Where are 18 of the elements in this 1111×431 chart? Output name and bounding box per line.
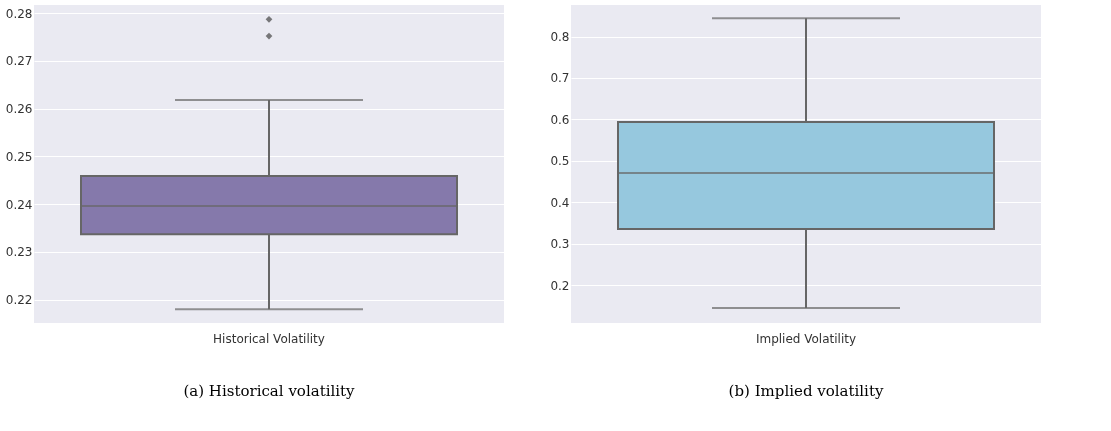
y-tick-label: 0.25 xyxy=(5,149,33,164)
y-tick-label: 0.5 xyxy=(550,154,570,169)
y-tick-label: 0.23 xyxy=(5,245,33,260)
y-tick-label: 0.4 xyxy=(550,195,570,210)
x-tick-label: Implied Volatility xyxy=(755,331,857,346)
text: (a) Historical volatility xyxy=(183,382,356,400)
text: (b) Implied volatility xyxy=(728,382,884,400)
y-tick-label: 0.2 xyxy=(550,278,570,293)
x-tick-label: Historical Volatility xyxy=(213,331,325,346)
y-tick-label: 0.6 xyxy=(550,112,570,127)
y-tick-label: 0.22 xyxy=(5,293,33,308)
y-tick-label: 0.3 xyxy=(550,237,570,252)
y-tick-label: 0.27 xyxy=(5,54,33,69)
y-tick-label: 0.7 xyxy=(550,71,570,86)
y-tick-label: 0.28 xyxy=(5,6,33,21)
y-tick-label: 0.24 xyxy=(5,197,33,212)
y-tick-label: 0.8 xyxy=(550,30,570,45)
y-tick-label: 0.26 xyxy=(5,102,33,117)
